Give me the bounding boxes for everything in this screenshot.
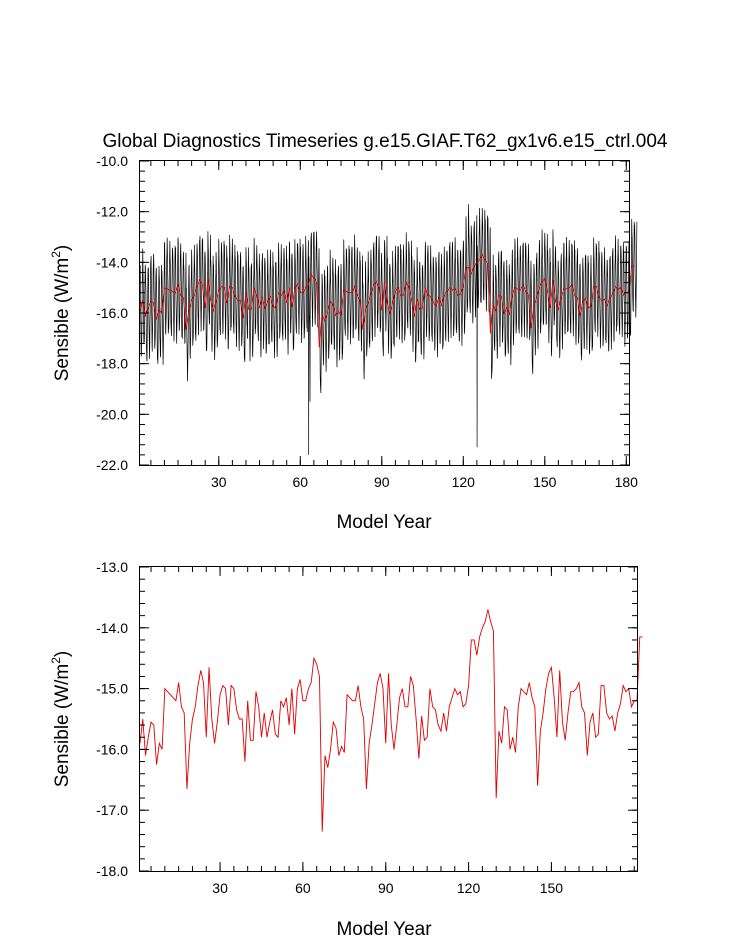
y-tick-label: -14.0 bbox=[96, 254, 128, 270]
x-tick-label: 150 bbox=[533, 474, 557, 490]
top-y-axis-label-main: Sensible (W/m bbox=[52, 258, 73, 382]
bottom-axis-ticks: -13.0 -14.0 -15.0 -16.0 -17.0 -18.0 30 60 90 120 1… bbox=[96, 559, 637, 896]
top-panel: Global Diagnostics Timeseries g.e15.GIAF… bbox=[49, 131, 668, 533]
chart-title: Global Diagnostics Timeseries g.e15.GIAF… bbox=[102, 131, 667, 152]
y-tick-label: -16.0 bbox=[96, 305, 128, 321]
top-axis-ticks: -10.0 -12.0 -14.0 -16.0 -18.0 -20.0 -22.0 30 60 9… bbox=[96, 153, 638, 490]
x-tick-label: 120 bbox=[457, 880, 481, 896]
x-tick-label: 90 bbox=[374, 474, 390, 490]
y-tick-label: -14.0 bbox=[96, 620, 128, 636]
bottom-y-axis-label: Sensible (W/m2) bbox=[49, 651, 73, 788]
y-tick-label: -10.0 bbox=[96, 153, 128, 169]
top-y-axis-label-end: ) bbox=[52, 245, 73, 251]
top-y-axis-label: Sensible (W/m2) bbox=[49, 245, 73, 382]
bottom-y-axis-label-end: ) bbox=[52, 651, 73, 657]
top-y-axis-label-sup: 2 bbox=[49, 251, 63, 258]
y-tick-label: -18.0 bbox=[96, 356, 128, 372]
x-tick-label: 30 bbox=[211, 474, 227, 490]
y-tick-label: -16.0 bbox=[96, 741, 128, 757]
top-x-axis-label: Model Year bbox=[336, 512, 432, 533]
annual-mean-line bbox=[139, 253, 635, 348]
bottom-plot-frame bbox=[139, 566, 638, 872]
y-tick-label: -20.0 bbox=[96, 406, 128, 422]
x-tick-label: 90 bbox=[378, 880, 394, 896]
x-tick-label: 60 bbox=[295, 880, 311, 896]
bottom-x-axis-label: Model Year bbox=[336, 919, 432, 940]
bottom-y-axis-label-main: Sensible (W/m bbox=[52, 664, 73, 788]
bottom-panel: -13.0 -14.0 -15.0 -16.0 -17.0 -18.0 30 60 90 120 1… bbox=[49, 559, 643, 940]
annual-mean-line bbox=[139, 609, 643, 832]
monthly-line bbox=[139, 204, 638, 455]
top-plot-frame bbox=[139, 160, 630, 466]
x-tick-label: 180 bbox=[615, 474, 639, 490]
y-tick-label: -18.0 bbox=[96, 863, 128, 879]
y-tick-label: -17.0 bbox=[96, 802, 128, 818]
x-tick-label: 30 bbox=[212, 880, 228, 896]
x-tick-label: 150 bbox=[540, 880, 564, 896]
y-tick-label: -13.0 bbox=[96, 559, 128, 575]
y-tick-label: -12.0 bbox=[96, 204, 128, 220]
bottom-y-axis-label-sup: 2 bbox=[49, 657, 63, 664]
y-tick-label: -22.0 bbox=[96, 457, 128, 473]
bottom-series-group bbox=[139, 609, 643, 832]
x-tick-label: 60 bbox=[292, 474, 308, 490]
top-series-group bbox=[139, 204, 638, 455]
x-tick-label: 120 bbox=[452, 474, 476, 490]
y-tick-label: -15.0 bbox=[96, 681, 128, 697]
